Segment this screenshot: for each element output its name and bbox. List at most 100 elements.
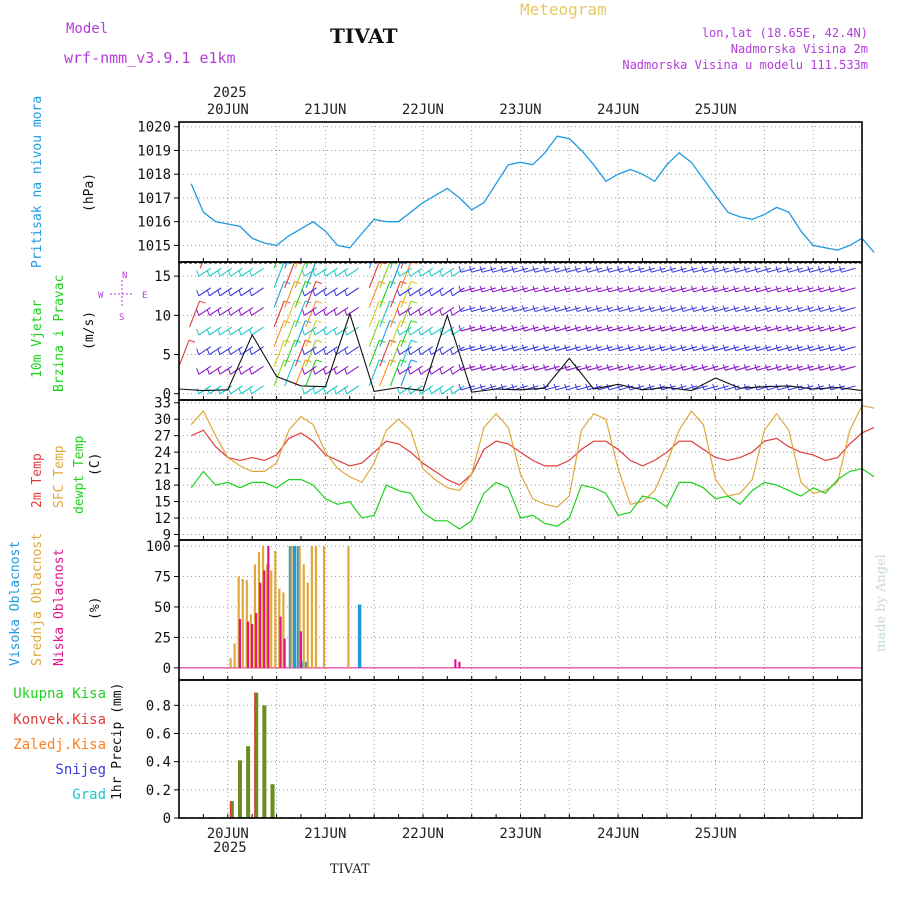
wind-barb-flag: [595, 364, 599, 371]
wind-barb-flag: [249, 387, 253, 395]
wind-barb-flag: [648, 266, 652, 273]
wind-barb-flag: [775, 305, 779, 312]
wind-barb: [577, 287, 592, 293]
wind-barb-flag: [449, 387, 453, 395]
y-tick-label: 25: [154, 630, 171, 646]
wind-barb: [756, 287, 772, 293]
wind-barb: [400, 300, 412, 328]
wind-barb-flag: [449, 368, 453, 375]
wind-barb-flag: [217, 328, 221, 336]
wind-barb: [230, 267, 243, 277]
wind-barb-flag: [595, 305, 599, 312]
wind-barb: [198, 365, 212, 375]
wind-barb: [400, 262, 412, 289]
wind-barb-flag: [344, 368, 348, 375]
wind-barb-flag: [249, 328, 253, 336]
wind-barb: [777, 267, 793, 273]
wind-barb-flag: [691, 324, 694, 332]
wind-barb: [714, 385, 729, 391]
wind-barb-flag: [428, 270, 432, 277]
wind-barb: [190, 242, 200, 268]
wind-barb-flag: [680, 324, 684, 332]
wind-barb-flag: [680, 344, 684, 351]
wind-barb: [513, 306, 528, 313]
wind-barb-flag: [807, 266, 811, 273]
wind-barb: [430, 307, 444, 316]
wind-barb: [335, 346, 349, 356]
wind-barb-flag: [199, 300, 206, 304]
wind-barb-flag: [312, 368, 316, 375]
wind-barb-flag: [585, 305, 589, 312]
wind-barb-flag: [543, 266, 547, 273]
wind-barb: [651, 306, 666, 313]
wind-barb: [725, 267, 740, 273]
wind-barb: [198, 267, 212, 277]
wind-barb-flag: [490, 266, 494, 273]
wind-barb-flag: [301, 387, 305, 395]
mid-cloud-bar: [229, 658, 232, 668]
wind-barb-flag: [500, 285, 504, 293]
wind-barb: [661, 346, 676, 352]
wind-barb-flag: [210, 321, 216, 323]
wind-barb-flag: [817, 364, 821, 371]
wind-barb: [219, 346, 233, 356]
wind-barb-flag: [196, 309, 200, 316]
wind-barb: [693, 365, 708, 371]
wind-barb-flag: [238, 348, 242, 355]
wind-barb-flag: [390, 242, 396, 244]
wind-barb-flag: [606, 364, 610, 371]
wind-barb-flag: [189, 360, 195, 362]
wind-barb-flag: [479, 285, 483, 293]
wind-barb-flag: [743, 364, 747, 371]
wind-barb-flag: [458, 383, 462, 391]
low-cloud-bar: [458, 661, 461, 668]
wind-barb: [409, 346, 423, 356]
wind-barb: [230, 346, 243, 356]
wind-barb-flag: [712, 383, 716, 391]
wind-barb-flag: [585, 344, 589, 351]
wind-barb: [284, 359, 296, 387]
wind-barb-flag: [418, 328, 422, 336]
wind-barb-flag: [521, 364, 525, 371]
wind-barb-flag: [206, 270, 210, 277]
legend-frz-rain: Zaledj.Kisa: [13, 737, 106, 753]
wind-barb-flag: [638, 305, 642, 312]
wind-barb-flag: [511, 266, 515, 273]
wind-barb: [503, 346, 518, 352]
wind-barb: [430, 287, 444, 297]
wind-barb: [788, 326, 803, 332]
wind-barb-flag: [200, 340, 206, 342]
mid-cloud-bar: [298, 546, 301, 668]
wind-barb-flag: [188, 339, 196, 343]
wind-barb: [777, 346, 793, 352]
wind-barb: [545, 287, 560, 293]
mid-cloud-bar: [282, 592, 285, 668]
wind-barb: [672, 267, 687, 273]
wind-barb: [788, 267, 803, 273]
wind-barb-flag: [407, 348, 411, 355]
y-tick-label: 9: [163, 528, 171, 544]
wind-barb-flag: [479, 324, 483, 332]
wind-barb-flag: [469, 266, 473, 273]
wind-barb: [693, 287, 708, 293]
low-cloud-bar: [454, 659, 457, 668]
wind-barb: [619, 365, 634, 371]
wind-barb: [555, 385, 571, 391]
wind-barb: [208, 326, 222, 336]
low-cloud-bar: [279, 616, 282, 668]
wind-barb: [651, 365, 666, 371]
wind-barb: [703, 306, 719, 313]
wind-barb: [619, 346, 634, 352]
wind-barb: [368, 340, 380, 367]
wind-barb: [587, 306, 602, 313]
wind-barb: [735, 306, 750, 313]
y-tick-label: 1020: [137, 120, 171, 136]
wind-barb-flag: [418, 270, 422, 277]
wind-barb: [587, 365, 602, 371]
wind-barb: [198, 287, 212, 297]
wind-barb-flag: [839, 266, 842, 273]
wind-barb: [430, 385, 444, 395]
wind-barb: [400, 262, 404, 269]
wind-barb-flag: [397, 368, 401, 375]
wind-barb: [555, 326, 571, 332]
